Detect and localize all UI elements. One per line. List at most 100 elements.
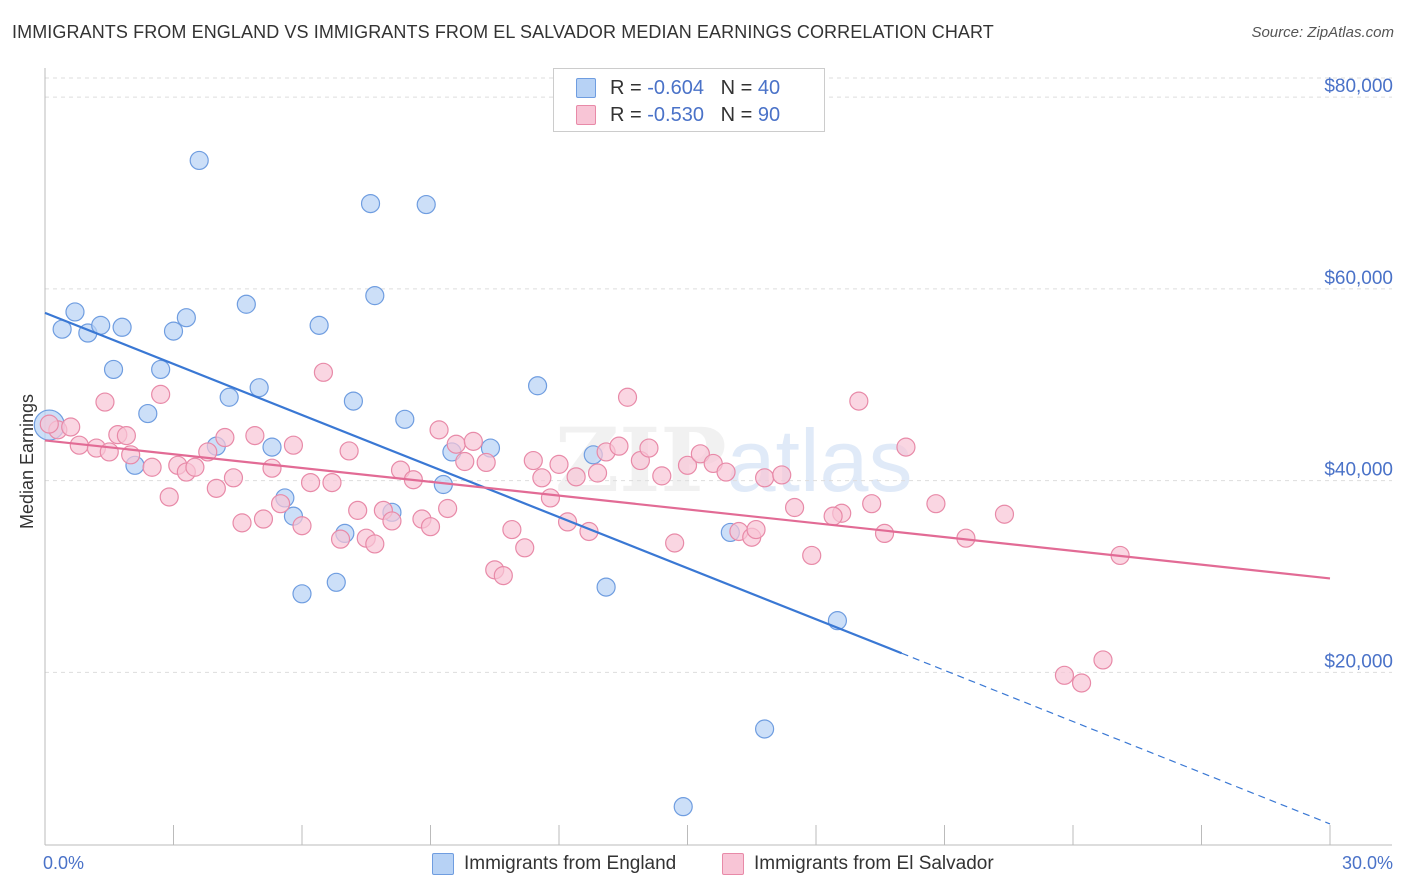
elsalvador-point [185,457,205,477]
elsalvador-point [566,467,586,487]
elsalvador-point [223,468,244,488]
elsalvador-point [206,478,226,498]
england-point [326,572,346,592]
elsalvador-point [772,465,792,485]
england-point [395,409,415,429]
england-trendline [44,311,903,655]
elsalvador-point [617,387,638,407]
england-point [103,359,124,380]
elsalvador-point [446,434,466,454]
elsalvador-point [463,431,483,451]
elsalvador-point [746,519,766,540]
elsalvador-point [862,494,882,514]
elsalvador-point [159,487,179,507]
bottom-legend-label-england: Immigrants from England [464,853,677,874]
elsalvador-point [1093,650,1113,670]
y-axis-label: Median Earnings [17,394,37,529]
elsalvador-point [823,506,843,526]
elsalvador-point [557,512,578,532]
england-point [189,150,209,171]
bottom-legend-label-elsalvador: Immigrants from El Salvador [754,853,994,874]
elsalvador-point [455,451,475,472]
elsalvador-point [330,529,351,549]
elsalvador-point [587,463,608,483]
elsalvador-point [270,494,291,514]
elsalvador-point [523,450,543,471]
elsalvador-point [245,426,265,446]
elsalvador-point [994,504,1015,524]
england-point [343,391,363,411]
watermark-atlas: atlas [726,411,913,510]
elsalvador-point [348,500,368,520]
y-tick-label: $80,000 [1324,76,1393,97]
elsalvador-point [438,498,458,519]
bottom-legend-swatch-elsalvador [722,853,744,875]
england-point [527,376,548,396]
elsalvador-point [151,384,171,404]
elsalvador-point [652,466,672,486]
elsalvador-point [322,472,342,493]
elsalvador-point [420,517,441,537]
england-point [673,797,693,817]
england-point [219,387,239,407]
correlation-legend: R = -0.604 N = 40 R = -0.530 N = 90 [553,68,825,132]
elsalvador-point [292,516,312,536]
elsalvador-point [232,513,252,533]
elsalvador-point [754,468,775,488]
bottom-legend-swatch-england [432,853,454,875]
elsalvador-point [300,472,321,493]
elsalvador-point [339,441,359,461]
elsalvador-point [802,545,822,566]
x-tick-label: 30.0% [1342,853,1393,873]
elsalvador-point [874,523,895,544]
elsalvador-point [95,392,115,412]
y-tick-label: $20,000 [1324,651,1393,672]
england-point [292,584,312,604]
elsalvador-point [493,565,513,586]
england-point [176,308,196,328]
legend-n-label: N = [720,77,758,99]
england-point [360,193,381,214]
chart-title: IMMIGRANTS FROM ENGLAND VS IMMIGRANTS FR… [12,22,994,42]
watermark: ZIPatlas [555,408,912,512]
y-tick-label: $60,000 [1324,268,1393,289]
elsalvador-point [365,534,385,554]
england-point [151,359,171,380]
england-point [138,403,158,424]
source-label: Source: ZipAtlas.com [1251,24,1394,41]
legend-swatch-elsalvador [576,105,596,125]
england-point [112,317,132,337]
legend-r-label: R = [610,77,648,99]
elsalvador-point [476,452,496,473]
elsalvador-point [262,458,282,478]
legend-n-value: 90 [757,104,781,126]
elsalvador-point [1054,665,1075,685]
legend-n-value: 40 [757,77,781,99]
elsalvador-point [61,417,81,437]
elsalvador-point [215,427,235,448]
elsalvador-point [502,519,522,540]
elsalvador-point [283,435,304,455]
y-tick-label: $40,000 [1324,460,1393,481]
england-point [309,315,329,335]
england-point [416,194,436,215]
england-trendline-extension [901,652,1331,825]
elsalvador-point [142,457,162,477]
elsalvador-point [665,533,685,553]
legend-n-label: N = [720,104,758,126]
england-point [163,321,184,341]
elsalvador-point [532,468,552,488]
elsalvador-point [39,414,59,434]
elsalvador-point [313,362,334,382]
england-point [596,577,616,597]
england-point [754,719,775,739]
elsalvador-trendline [44,439,1331,580]
legend-r-value: -0.604 [647,77,704,99]
england-point [249,378,269,398]
elsalvador-point [690,444,710,464]
elsalvador-point [896,437,916,457]
elsalvador-point [677,455,698,475]
england-point [65,302,85,322]
elsalvador-point [926,494,946,514]
